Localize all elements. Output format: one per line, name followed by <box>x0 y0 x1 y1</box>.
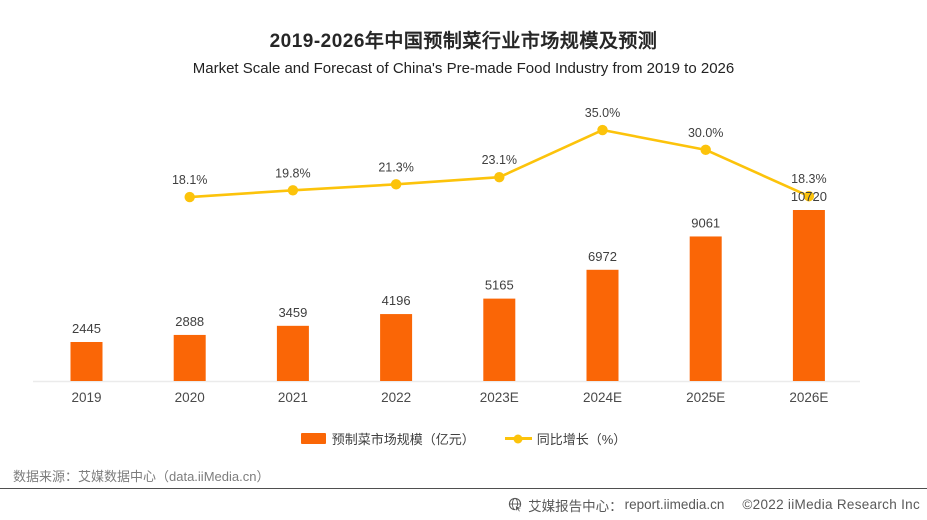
line-series-swatch-icon <box>504 434 532 443</box>
x-label-2022: 2022 <box>381 390 411 405</box>
x-label-2021: 2021 <box>278 390 308 405</box>
bar-value-2023E: 5165 <box>485 278 514 293</box>
x-label-2026E: 2026E <box>789 390 828 405</box>
bar-value-2025E: 9061 <box>691 215 720 230</box>
data-source-note: 数据来源：艾媒数据中心（data.iiMedia.cn） <box>13 469 270 484</box>
bar-value-2020: 2888 <box>175 314 204 329</box>
x-label-2025E: 2025E <box>686 390 725 405</box>
growth-value-2020: 18.1% <box>172 173 207 187</box>
growth-point-2024E <box>597 124 608 136</box>
x-label-2024E: 2024E <box>583 390 622 405</box>
bar-series-swatch-icon <box>300 433 326 444</box>
growth-value-2023E: 23.1% <box>482 153 517 167</box>
legend-bar-label: 预制菜市场规模（亿元） <box>331 432 475 447</box>
growth-point-2025E <box>700 144 711 156</box>
legend-item-bar: 预制菜市场规模（亿元） <box>300 429 475 448</box>
bar-value-2021: 3459 <box>278 305 307 320</box>
growth-value-2026E: 18.3% <box>791 172 826 186</box>
bar-2025E <box>689 236 722 381</box>
bar-2021 <box>276 325 309 381</box>
footer-copyright: ©2022 iiMedia Research Inc <box>742 497 920 512</box>
footer-brand: 艾媒报告中心： <box>528 498 623 514</box>
x-label-2019: 2019 <box>71 390 101 405</box>
growth-value-2024E: 35.0% <box>585 106 620 120</box>
bar-2024E <box>586 269 619 381</box>
chart-title-zh: 2019-2026年中国预制菜行业市场规模及预测 <box>269 31 658 52</box>
bar-value-2024E: 6972 <box>588 249 617 264</box>
bar-value-2019: 2445 <box>72 321 101 336</box>
bar-2026E <box>792 210 825 381</box>
growth-point-2026E <box>803 191 815 202</box>
legend-item-line: 同比增长（%） <box>504 429 627 448</box>
bar-2019 <box>70 341 103 381</box>
market-scale-chart: 2019 2020 2021 2022 2023E 2024E 2025E 2026E 2445… <box>33 106 860 405</box>
footer-report-url[interactable]: report.iimedia.cn <box>624 497 725 512</box>
growth-point-2023E <box>494 172 505 183</box>
iimedia-globe-icon <box>508 497 523 512</box>
x-label-2023E: 2023E <box>480 390 519 405</box>
chart-title-en: Market Scale and Forecast of China's Pre… <box>192 60 735 77</box>
bar-value-2026E: 10720 <box>791 189 827 204</box>
legend-line-label: 同比增长（%） <box>536 432 627 447</box>
line-series-dot-icon <box>513 434 523 443</box>
growth-point-2020 <box>184 191 195 203</box>
growth-point-2021 <box>287 185 299 196</box>
x-label-2020: 2020 <box>175 390 205 405</box>
bar-2022 <box>380 314 413 381</box>
growth-value-2025E: 30.0% <box>688 126 723 140</box>
bar-2023E <box>483 298 516 381</box>
bar-value-2022: 4196 <box>382 293 411 308</box>
chart-legend: 预制菜市场规模（亿元） 同比增长（%） <box>0 429 927 448</box>
bar-2020 <box>173 334 206 381</box>
growth-point-2022 <box>390 179 402 190</box>
growth-value-2022: 21.3% <box>378 160 413 174</box>
footer-bar: 艾媒报告中心： report.iimedia.cn ©2022 iiMedia … <box>0 488 927 520</box>
growth-value-2021: 19.8% <box>275 166 310 180</box>
